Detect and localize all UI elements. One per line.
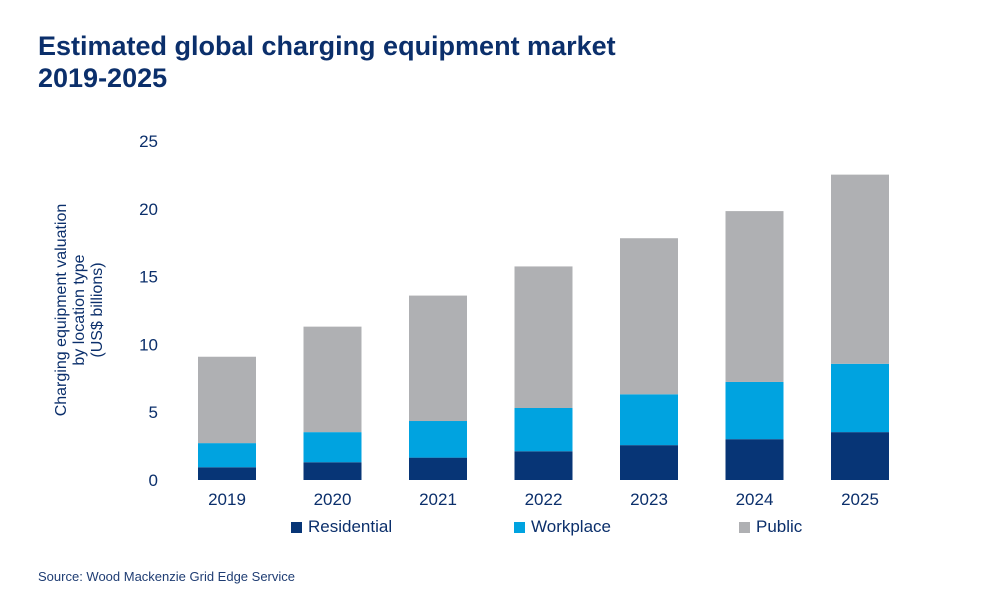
bar-segment-workplace — [620, 394, 678, 446]
x-tick-label: 2025 — [841, 490, 879, 509]
bar-segment-public — [409, 295, 467, 422]
legend-swatch — [291, 521, 302, 533]
legend-swatch — [739, 521, 750, 533]
source-note: Source: Wood Mackenzie Grid Edge Service — [38, 569, 295, 584]
bar-segment-residential — [725, 439, 784, 480]
y-tick-label: 20 — [139, 200, 158, 219]
y-tick-label: 5 — [149, 403, 158, 422]
bar-segment-workplace — [514, 407, 573, 452]
bar-segment-residential — [409, 457, 467, 480]
bar-segment-residential — [198, 467, 256, 480]
legend-item-workplace: Workplace — [514, 517, 611, 537]
y-tick-label: 25 — [139, 132, 158, 151]
bar-segment-workplace — [831, 363, 889, 433]
bar-segment-public — [514, 266, 573, 408]
bar-segment-public — [620, 238, 678, 395]
bar-segment-public — [303, 326, 362, 433]
bar-segment-public — [831, 174, 889, 364]
y-tick-label: 10 — [139, 335, 158, 354]
legend: Residential Workplace Public — [0, 517, 1000, 539]
bar-segment-residential — [620, 445, 678, 480]
bar-segment-public — [198, 356, 256, 444]
chart-title: Estimated global charging equipment mark… — [38, 30, 616, 94]
legend-label: Public — [756, 517, 803, 536]
bar-segment-workplace — [409, 421, 467, 458]
title-line-1: Estimated global charging equipment mark… — [38, 31, 616, 61]
legend-label: Workplace — [531, 517, 611, 536]
bar-segment-residential — [831, 432, 889, 480]
legend-item-residential: Residential — [291, 517, 392, 537]
bar-segment-residential — [514, 451, 573, 480]
x-tick-label: 2022 — [525, 490, 563, 509]
x-tick-label: 2021 — [419, 490, 457, 509]
bar-segment-workplace — [303, 432, 362, 463]
legend-swatch — [514, 521, 525, 533]
legend-item-public: Public — [739, 517, 802, 537]
x-tick-label: 2020 — [314, 490, 352, 509]
y-tick-label: 15 — [139, 268, 158, 287]
x-tick-label: 2019 — [208, 490, 246, 509]
bar-segment-workplace — [198, 443, 256, 468]
bar-segment-public — [725, 211, 784, 382]
y-tick-label: 0 — [149, 471, 158, 490]
bar-segment-workplace — [725, 381, 784, 440]
x-tick-label: 2024 — [736, 490, 774, 509]
bar-segment-residential — [303, 462, 362, 480]
x-tick-label: 2023 — [630, 490, 668, 509]
title-line-2: 2019-2025 — [38, 63, 168, 93]
legend-label: Residential — [308, 517, 393, 536]
